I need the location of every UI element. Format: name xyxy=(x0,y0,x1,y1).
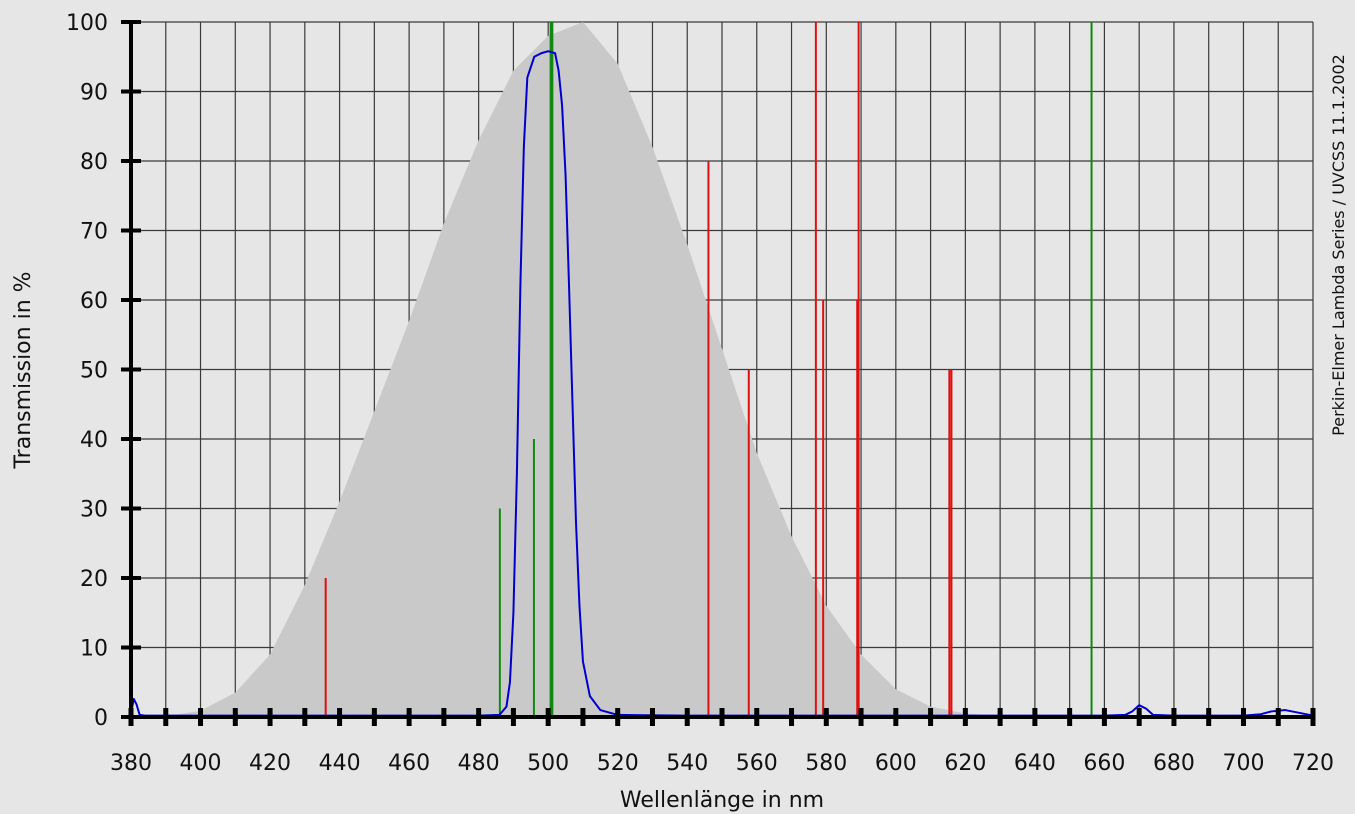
y-tick-label: 60 xyxy=(80,289,108,314)
eye-sensitivity-area xyxy=(131,22,1313,717)
x-tick-label: 620 xyxy=(944,751,986,776)
y-tick-mark xyxy=(121,715,141,719)
x-tick-mark xyxy=(893,708,899,726)
x-tick-label: 480 xyxy=(458,751,500,776)
x-tick-label: 500 xyxy=(527,751,569,776)
x-tick-label: 700 xyxy=(1222,751,1264,776)
sensitivity-area xyxy=(131,22,1313,717)
x-tick-mark xyxy=(858,708,864,726)
x-tick-mark xyxy=(1171,708,1177,726)
y-tick-mark xyxy=(121,20,141,24)
y-axis-title: Transmission in % xyxy=(11,271,36,469)
spectral-lines xyxy=(324,22,1093,717)
x-tick-mark xyxy=(684,708,690,726)
y-tick-label: 50 xyxy=(80,359,108,384)
y-tick-mark xyxy=(121,506,141,511)
y-tick-mark xyxy=(121,576,141,580)
x-tick-mark xyxy=(754,708,760,726)
y-tick-label: 40 xyxy=(80,428,108,453)
y-tick-label: 30 xyxy=(80,498,108,523)
x-tick-label: 400 xyxy=(180,751,222,776)
x-tick-label: 580 xyxy=(805,751,847,776)
x-tick-mark xyxy=(1136,708,1142,726)
x-tick-mark xyxy=(163,708,169,726)
x-tick-mark xyxy=(1206,708,1212,726)
x-tick-mark xyxy=(337,708,343,726)
y-tick-label: 0 xyxy=(94,706,108,731)
x-tick-label: 440 xyxy=(319,751,361,776)
x-tick-mark xyxy=(615,708,621,726)
x-tick-mark xyxy=(1310,708,1316,726)
x-tick-mark xyxy=(406,708,412,726)
x-tick-label: 660 xyxy=(1083,751,1125,776)
x-tick-label: 460 xyxy=(388,751,430,776)
y-tick-mark xyxy=(121,89,141,94)
x-tick-mark xyxy=(580,708,586,726)
x-tick-label: 520 xyxy=(597,751,639,776)
x-tick-mark xyxy=(198,708,204,726)
x-tick-label: 720 xyxy=(1292,751,1334,776)
x-tick-mark xyxy=(545,708,551,726)
x-tick-label: 680 xyxy=(1153,751,1195,776)
y-tick-label: 90 xyxy=(80,81,108,106)
x-tick-mark xyxy=(1101,708,1107,726)
x-tick-mark xyxy=(997,708,1003,726)
y-tick-mark xyxy=(121,645,141,650)
y-tick-mark xyxy=(121,159,141,163)
y-tick-label: 80 xyxy=(80,150,108,175)
axes xyxy=(121,20,1316,726)
y-tick-mark xyxy=(121,367,141,372)
x-tick-mark xyxy=(267,708,273,726)
x-tick-mark xyxy=(789,708,795,726)
x-tick-mark xyxy=(371,708,377,726)
x-tick-mark xyxy=(649,708,655,726)
x-tick-mark xyxy=(1240,708,1246,726)
x-tick-label: 540 xyxy=(666,751,708,776)
y-tick-label: 10 xyxy=(80,637,108,662)
x-tick-label: 380 xyxy=(110,751,152,776)
y-tick-mark xyxy=(121,298,141,302)
y-tick-label: 100 xyxy=(66,11,108,36)
x-tick-label: 560 xyxy=(736,751,778,776)
x-tick-mark xyxy=(510,708,516,726)
tick-labels: 380 400 420 440 460 480 500 520 540 560 580 600 620 6… xyxy=(66,11,1334,776)
x-tick-mark xyxy=(441,708,447,726)
x-tick-mark xyxy=(928,708,934,726)
x-tick-mark xyxy=(476,708,482,726)
y-tick-mark xyxy=(121,437,141,441)
x-tick-mark xyxy=(232,708,238,726)
x-tick-label: 420 xyxy=(249,751,291,776)
x-tick-mark xyxy=(1275,708,1281,726)
x-tick-mark xyxy=(302,708,308,726)
y-tick-label: 20 xyxy=(80,567,108,592)
x-tick-mark xyxy=(1067,708,1073,726)
y-tick-label: 70 xyxy=(80,220,108,245)
instrument-note: Perkin-Elmer Lambda Series / UVCSS 11.1.… xyxy=(1329,54,1348,436)
x-tick-mark xyxy=(1032,708,1038,726)
y-tick-mark xyxy=(121,228,141,233)
x-tick-mark xyxy=(823,708,829,726)
x-tick-label: 640 xyxy=(1014,751,1056,776)
x-tick-mark xyxy=(719,708,725,726)
x-axis-title: Wellenlänge in nm xyxy=(620,788,824,813)
x-tick-mark xyxy=(962,708,968,726)
x-tick-label: 600 xyxy=(875,751,917,776)
